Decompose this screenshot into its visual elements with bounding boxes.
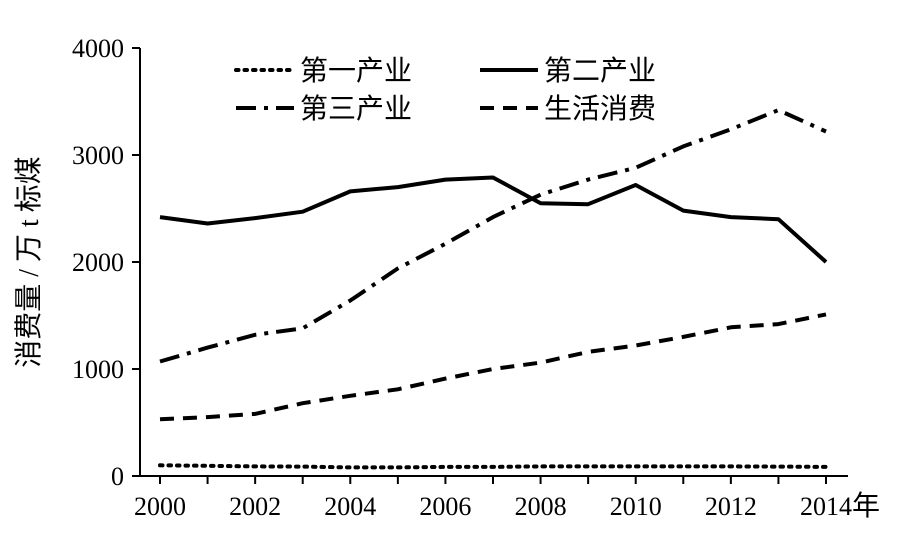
series-lines bbox=[158, 108, 828, 470]
legend-label: 第三产业 bbox=[300, 93, 412, 125]
legend-label: 第二产业 bbox=[544, 55, 656, 87]
x-tick-label: 2010 bbox=[610, 492, 662, 521]
y-tick-label: 4000 bbox=[72, 34, 124, 63]
y-tick-label: 2000 bbox=[72, 248, 124, 277]
x-tick-label: 2000 bbox=[134, 492, 186, 521]
legend-label: 生活消费 bbox=[544, 93, 656, 125]
axis-titles: 消费量 / 万 t 标煤年 bbox=[13, 156, 880, 522]
series-line-dashed bbox=[159, 312, 827, 422]
axes bbox=[132, 47, 848, 484]
x-axis-unit: 年 bbox=[852, 490, 880, 522]
y-tick-label: 0 bbox=[111, 462, 124, 491]
legend-label: 第一产业 bbox=[300, 55, 412, 87]
x-tick-label: 2014 bbox=[800, 492, 852, 521]
y-tick-label: 1000 bbox=[72, 355, 124, 384]
y-axis-title: 消费量 / 万 t 标煤 bbox=[13, 156, 45, 368]
x-tick-label: 2012 bbox=[705, 492, 757, 521]
x-tick-label: 2004 bbox=[324, 492, 376, 521]
y-tick-label: 3000 bbox=[72, 141, 124, 170]
series-line-solid bbox=[159, 175, 828, 264]
tick-labels: 0 1000 2000 3000 4000 2000 2002 2004 2006 2008 201… bbox=[72, 34, 852, 521]
series-line-dotted bbox=[158, 463, 828, 470]
x-tick-label: 2002 bbox=[229, 492, 281, 521]
series-line-dash-dot bbox=[159, 108, 827, 364]
x-tick-label: 2008 bbox=[515, 492, 567, 521]
x-tick-label: 2006 bbox=[419, 492, 471, 521]
